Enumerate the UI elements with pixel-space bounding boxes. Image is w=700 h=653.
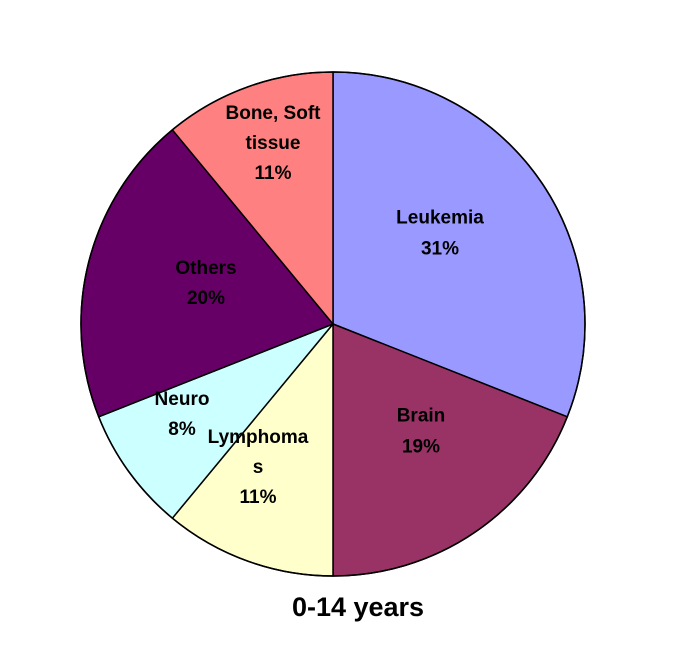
slice-name-label: Bone, Soft: [226, 103, 322, 124]
slice-value-label: 11%: [255, 163, 292, 184]
slice-value-label: 11%: [240, 487, 277, 508]
slice-name-label: tissue: [246, 133, 301, 154]
slice-label-others: Others 20%: [175, 258, 236, 309]
pie-slices: [80, 71, 586, 577]
slice-value-label: 20%: [187, 288, 225, 309]
slice-name-label: s: [253, 457, 264, 478]
slice-label-brain: Brain 19%: [397, 406, 446, 458]
slice-value-label: 8%: [168, 419, 196, 440]
slice-name-label: Leukemia: [396, 208, 484, 229]
slice-label-lymphoma-s: Lymphoma s 11%: [208, 427, 309, 508]
slice-name-label: Others: [175, 258, 236, 279]
pie-labels: Leukemia 31% Brain 19% Lymphoma s 11% Neuro 8% Ot…: [155, 103, 485, 508]
slice-name-label: Neuro: [155, 389, 210, 410]
pie-outline: [80, 71, 586, 577]
slice-value-label: 31%: [421, 239, 459, 260]
chart-title: 0-14 years: [292, 592, 424, 622]
slice-name-label: Lymphoma: [208, 427, 309, 448]
slice-value-label: 19%: [402, 437, 440, 458]
slice-label-bone-soft-tissue: Bone, Soft tissue 11%: [226, 103, 322, 184]
slice-label-leukemia: Leukemia 31%: [396, 208, 484, 260]
slice-name-label: Brain: [397, 406, 446, 427]
slice-label-neuro: Neuro 8%: [155, 389, 210, 440]
